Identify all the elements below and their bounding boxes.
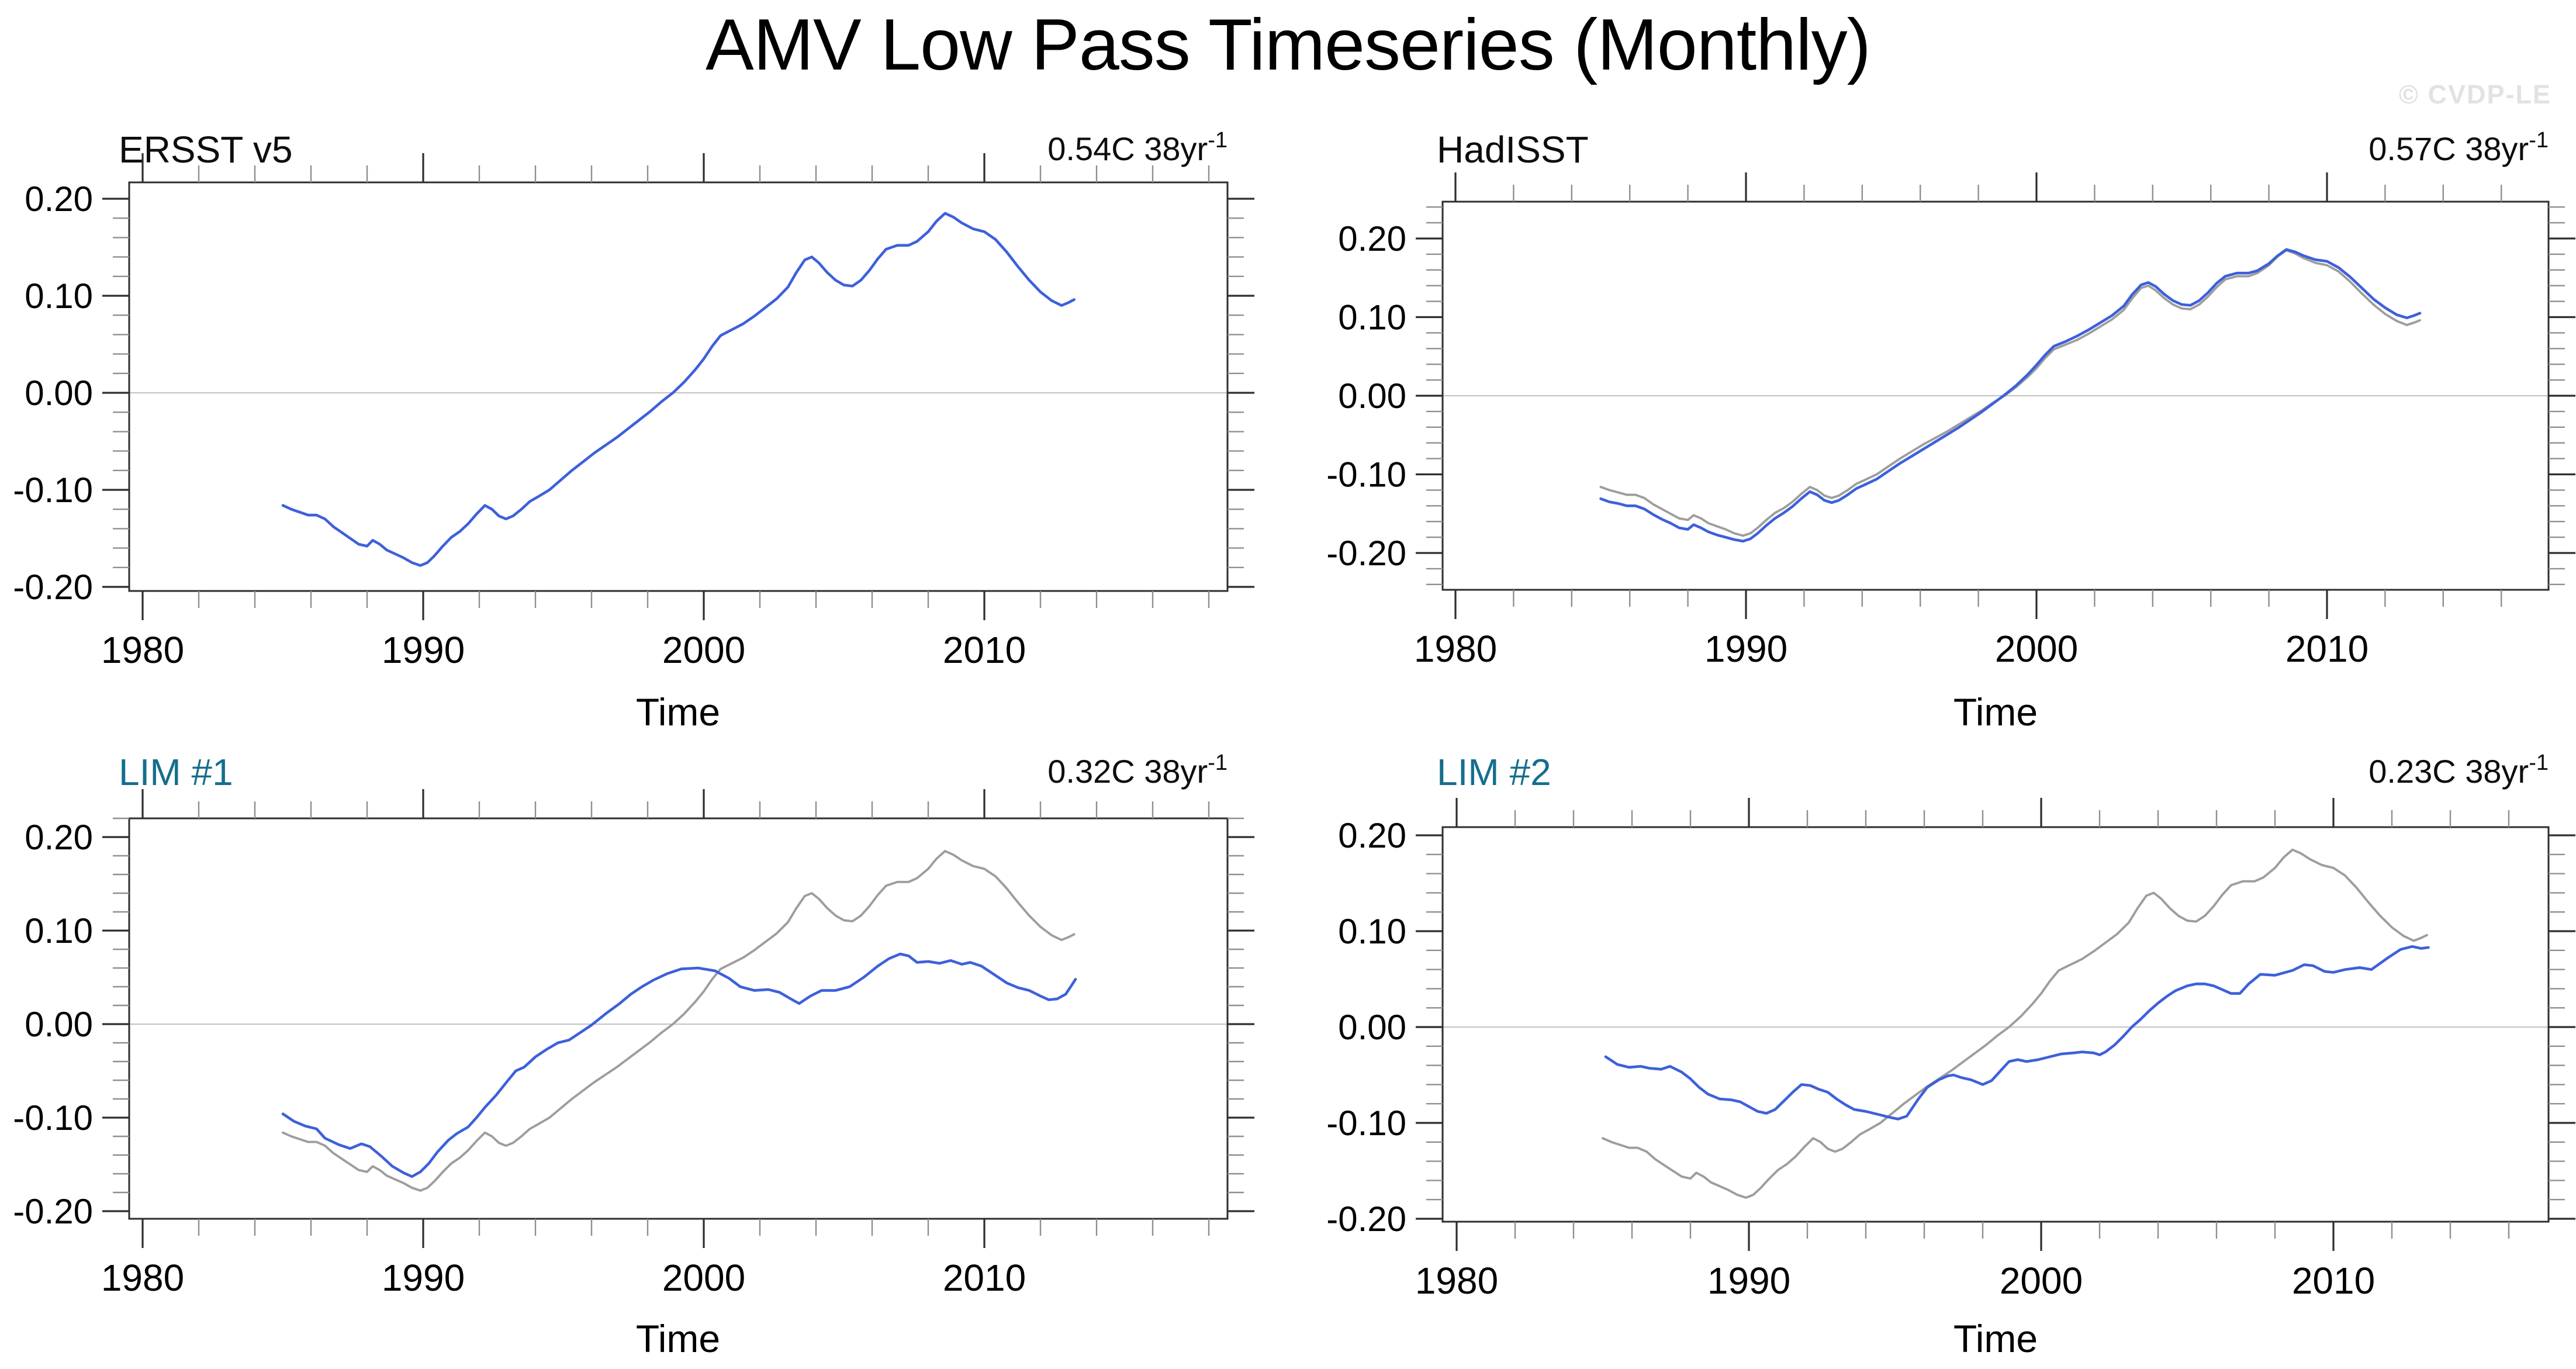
trend-label-lim-1: 0.32C 38yr-1: [1047, 751, 1228, 790]
y-tick-label: 0.10: [25, 911, 93, 950]
plot-frame: [1441, 826, 2550, 1223]
trend-label-ersst-v5: 0.54C 38yr-1: [1047, 128, 1228, 168]
x-tick-label: 1980: [101, 629, 184, 671]
x-tick-label: 2000: [2000, 1260, 2083, 1302]
trend-exponent: -1: [1208, 128, 1228, 153]
y-tick-label: 0.10: [25, 276, 93, 316]
y-tick-label: -0.20: [13, 568, 93, 607]
trend-label-hadisst: 0.57C 38yr-1: [2368, 128, 2549, 168]
x-tick-label: 2010: [2285, 628, 2368, 670]
y-tick-label: -0.10: [1326, 1104, 1406, 1143]
y-tick-label: -0.10: [1326, 455, 1406, 495]
y-tick-label: -0.10: [13, 1098, 93, 1138]
y-tick-label: 0.20: [1338, 816, 1406, 855]
x-tick-label: 1990: [1704, 628, 1787, 670]
panel-title-ersst-v5: ERSST v5: [119, 129, 293, 171]
y-tick-label: -0.20: [1326, 1199, 1406, 1239]
trend-label-lim-2: 0.23C 38yr-1: [2368, 751, 2549, 790]
trend-exponent: -1: [2529, 128, 2549, 153]
y-tick-label: 0.00: [25, 374, 93, 413]
x-tick-label: 1990: [1707, 1260, 1790, 1302]
series-line-ersst-v5: [281, 212, 1076, 567]
x-tick-label: 2010: [943, 1257, 1026, 1299]
trend-value: 0.57C 38yr: [2368, 130, 2529, 167]
series-line-hadisst: [1599, 248, 2422, 543]
plot-frame: [128, 181, 1229, 592]
panel-title-lim-1: LIM #1: [119, 751, 233, 793]
x-axis-title: Time: [1953, 690, 2038, 734]
x-tick-label: 1980: [1415, 1260, 1498, 1302]
y-tick-label: 0.00: [1338, 1008, 1406, 1047]
page-title: AMV Low Pass Timeseries (Monthly): [706, 5, 1871, 85]
trend-exponent: -1: [1208, 751, 1228, 775]
y-tick-label: 0.10: [1338, 298, 1406, 337]
x-tick-label: 2010: [943, 629, 1026, 671]
trend-value: 0.54C 38yr: [1047, 130, 1208, 167]
x-tick-label: 1990: [382, 629, 465, 671]
x-tick-label: 2010: [2292, 1260, 2375, 1302]
plot-frame: [128, 817, 1229, 1220]
y-tick-label: -0.10: [13, 471, 93, 510]
x-axis-title: Time: [1953, 1317, 2038, 1360]
series-line-ersst-v5: [282, 850, 1076, 1192]
series-line-ersst-v5: [1599, 249, 2421, 537]
y-tick-label: -0.20: [13, 1192, 93, 1231]
y-tick-label: 0.10: [1338, 912, 1406, 951]
x-tick-label: 2000: [662, 629, 745, 671]
series-line-ersst-v5: [1602, 848, 2428, 1199]
series-line-lim-1: [281, 952, 1077, 1178]
y-tick-label: 0.00: [25, 1005, 93, 1044]
panel-title-hadisst: HadISST: [1437, 129, 1589, 171]
panel-title-lim-2: LIM #2: [1437, 751, 1551, 793]
x-tick-label: 1990: [382, 1257, 465, 1299]
y-tick-label: -0.20: [1326, 534, 1406, 573]
cvdp-le-watermark: © CVDP-LE: [2398, 79, 2551, 109]
y-tick-label: 0.20: [1338, 219, 1406, 258]
trend-exponent: -1: [2529, 751, 2549, 775]
x-tick-label: 1980: [1414, 628, 1497, 670]
x-tick-label: 2000: [1995, 628, 2078, 670]
x-tick-label: 1980: [101, 1257, 184, 1299]
x-axis-title: Time: [635, 1317, 721, 1360]
y-tick-label: 0.20: [25, 179, 93, 219]
x-tick-label: 2000: [662, 1257, 745, 1299]
trend-value: 0.23C 38yr: [2368, 753, 2529, 790]
y-tick-label: 0.20: [25, 818, 93, 857]
series-line-lim-2: [1604, 945, 2430, 1121]
y-tick-label: 0.00: [1338, 376, 1406, 416]
x-axis-title: Time: [635, 690, 721, 734]
trend-value: 0.32C 38yr: [1047, 753, 1208, 790]
